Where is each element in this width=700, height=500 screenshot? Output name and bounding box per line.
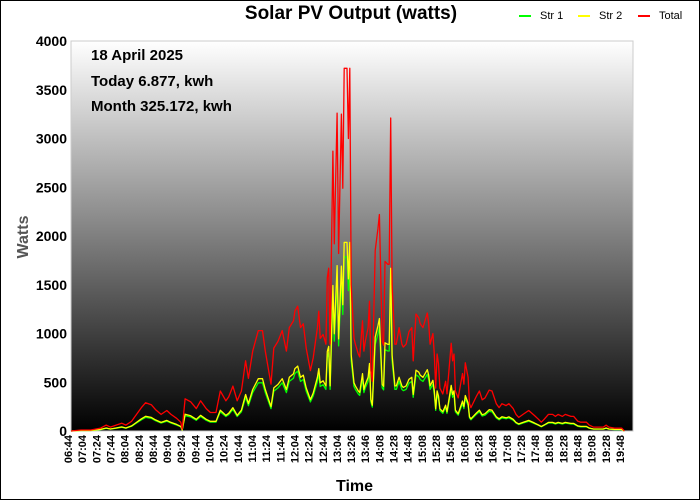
annotation-month: Month 325.172, kwh (91, 98, 232, 115)
x-tick-label: 10:24 (219, 434, 231, 463)
x-tick-label: 16:28 (473, 435, 485, 463)
x-tick-label: 06:44 (63, 434, 75, 463)
x-tick-label: 19:28 (601, 435, 613, 463)
y-tick-label: 3000 (36, 131, 67, 147)
legend-swatch-str2 (578, 15, 590, 17)
x-tick-label: 14:28 (389, 435, 401, 463)
x-tick-label: 07:24 (91, 434, 103, 463)
y-tick-label: 1000 (36, 326, 67, 342)
x-tick-label: 07:04 (77, 434, 89, 463)
x-tick-label: 17:48 (530, 435, 542, 463)
series-lines (70, 67, 625, 432)
x-axis-label: Time (336, 478, 374, 495)
y-tick-label: 1500 (36, 277, 67, 293)
legend-label-str2: Str 2 (599, 10, 623, 22)
x-tick-label: 16:48 (488, 435, 500, 463)
x-tick-label: 13:26 (346, 435, 358, 463)
y-axis: 0 500 1000 1500 2000 2500 3000 3500 4000 (36, 33, 67, 439)
x-tick-label: 09:24 (176, 434, 188, 463)
legend-swatch-str1 (519, 15, 531, 17)
x-tick-label: 07:44 (105, 434, 117, 463)
x-tick-label: 10:04 (205, 434, 217, 463)
x-tick-label: 16:08 (459, 435, 471, 463)
x-tick-label: 18:48 (573, 435, 585, 463)
y-tick-label: 4000 (36, 33, 67, 49)
y-tick-label: 2500 (36, 179, 67, 195)
y-axis-label: Watts (15, 215, 32, 259)
x-tick-label: 11:44 (275, 434, 287, 462)
x-tick-label: 15:08 (417, 435, 429, 463)
series-line-total (70, 67, 625, 432)
x-tick-label: 19:08 (587, 435, 599, 463)
y-tick-label: 3500 (36, 82, 67, 98)
legend-label-total: Total (659, 10, 683, 22)
x-tick-label: 12:44 (318, 434, 330, 463)
annotation-date: 18 April 2025 (91, 47, 183, 64)
x-tick-label: 10:44 (233, 434, 245, 463)
series-line-str-2 (70, 241, 625, 432)
y-tick-label: 500 (44, 374, 68, 390)
x-tick-label: 13:46 (360, 435, 372, 463)
series-line-str-1 (70, 256, 625, 432)
x-tick-label: 19:48 (615, 435, 627, 463)
x-tick-label: 18:28 (558, 435, 570, 463)
x-tick-label: 12:24 (304, 434, 316, 463)
legend-item-total: Total (638, 10, 682, 22)
x-tick-label: 14:48 (403, 435, 415, 463)
y-tick-label: 2000 (36, 228, 67, 244)
x-tick-label: 18:08 (544, 435, 556, 463)
legend-item-str1: Str 1 (519, 10, 563, 22)
y-tick-label: 0 (59, 423, 67, 439)
x-tick-label: 09:44 (190, 434, 202, 463)
legend-item-str2: Str 2 (578, 10, 622, 22)
x-tick-label: 15:28 (431, 435, 443, 463)
x-axis: 06:44 07:04 07:24 07:44 08:04 08:24 08:44 09:04… (63, 434, 627, 463)
chart-title: Solar PV Output (watts) (244, 3, 458, 24)
x-tick-label: 13:04 (332, 434, 344, 463)
x-tick-label: 11:04 (247, 434, 259, 462)
annotation-today: Today 6.877, kwh (91, 73, 214, 90)
x-tick-label: 08:04 (120, 434, 132, 463)
legend-label-str1: Str 1 (540, 10, 564, 22)
x-tick-label: 11:24 (261, 434, 273, 462)
x-tick-label: 17:08 (502, 435, 514, 463)
x-tick-label: 15:48 (445, 435, 457, 463)
x-tick-label: 17:28 (516, 435, 528, 463)
x-tick-label: 14:08 (374, 435, 386, 463)
x-tick-label: 12:04 (289, 434, 301, 463)
x-tick-label: 09:04 (162, 434, 174, 463)
x-tick-label: 08:24 (134, 434, 146, 463)
x-tick-label: 08:44 (148, 434, 160, 463)
legend-swatch-total (638, 15, 650, 17)
